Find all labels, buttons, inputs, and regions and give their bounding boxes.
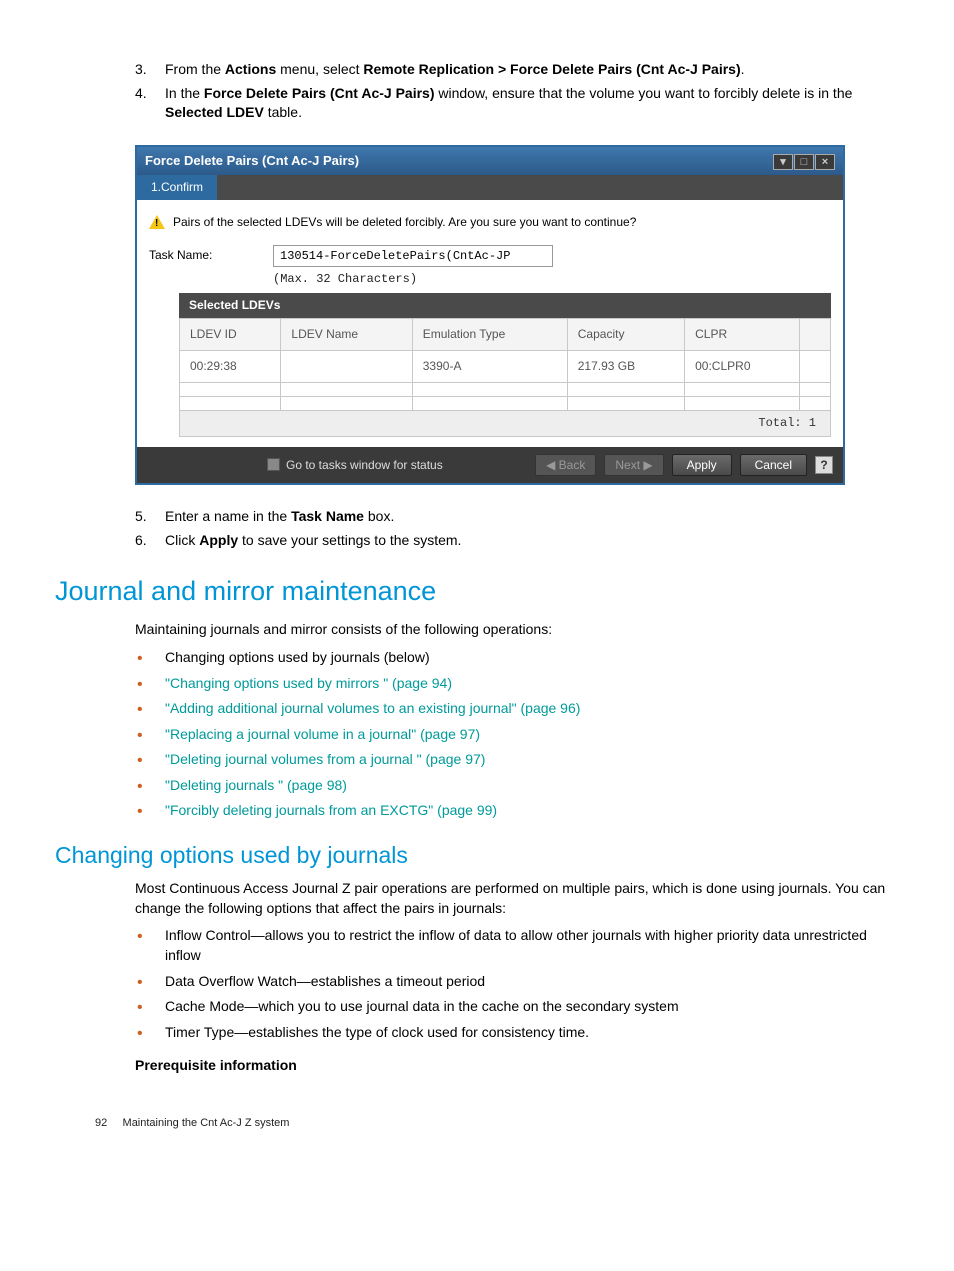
task-name-label: Task Name: (149, 245, 249, 264)
list-item: Changing options used by journals (below… (165, 648, 894, 668)
list-item[interactable]: "Adding additional journal volumes to an… (165, 699, 894, 719)
close-icon[interactable]: × (815, 154, 835, 170)
force-delete-dialog: Force Delete Pairs (Cnt Ac-J Pairs) ▾□× … (135, 145, 845, 486)
table-header: CLPR (685, 319, 799, 351)
table-header: Capacity (567, 319, 684, 351)
window-controls[interactable]: ▾□× (772, 152, 835, 170)
list-item: Cache Mode—which you to use journal data… (165, 997, 894, 1017)
selected-ldevs-header: Selected LDEVs (179, 293, 831, 318)
bullet-list-1: Changing options used by journals (below… (95, 648, 894, 821)
list-item[interactable]: "Changing options used by mirrors " (pag… (165, 674, 894, 694)
table-row-empty (180, 382, 831, 396)
next-button[interactable]: Next ▶ (604, 454, 663, 477)
list-item: Data Overflow Watch—establishes a timeou… (165, 972, 894, 992)
footer-title: Maintaining the Cnt Ac-J Z system (123, 1117, 290, 1129)
table-header (799, 319, 831, 351)
list-item: Inflow Control—allows you to restrict th… (165, 926, 894, 965)
ldev-total: Total: 1 (179, 411, 831, 437)
heading-changing-options: Changing options used by journals (55, 839, 894, 871)
goto-tasks-checkbox[interactable] (267, 458, 280, 471)
task-name-input[interactable] (273, 245, 553, 267)
help-icon[interactable]: ? (815, 456, 833, 474)
step-item: 6.Click Apply to save your settings to t… (135, 531, 894, 551)
steps-bottom: 5.Enter a name in the Task Name box. 6.Cl… (95, 507, 894, 550)
list-item[interactable]: "Replacing a journal volume in a journal… (165, 725, 894, 745)
table-row[interactable]: 00:29:383390-A217.93 GB00:CLPR0 (180, 350, 831, 382)
table-header: Emulation Type (412, 319, 567, 351)
table-header: LDEV ID (180, 319, 281, 351)
selected-ldevs-table: LDEV IDLDEV NameEmulation TypeCapacityCL… (179, 318, 831, 411)
goto-tasks-label: Go to tasks window for status (286, 457, 443, 474)
prerequisite-heading: Prerequisite information (135, 1056, 894, 1076)
dialog-tabs: 1.Confirm (137, 175, 843, 200)
dialog-titlebar: Force Delete Pairs (Cnt Ac-J Pairs) ▾□× (137, 147, 843, 175)
filter-icon[interactable]: ▾ (773, 154, 793, 170)
list-item[interactable]: "Deleting journals " (page 98) (165, 776, 894, 796)
tab-confirm[interactable]: 1.Confirm (137, 175, 217, 200)
bullet-list-2: Inflow Control—allows you to restrict th… (95, 926, 894, 1042)
dialog-footer: Go to tasks window for status ◀ Back Nex… (137, 447, 843, 484)
paragraph-intro1: Maintaining journals and mirror consists… (135, 620, 894, 640)
warning-row: Pairs of the selected LDEVs will be dele… (149, 214, 831, 231)
apply-button[interactable]: Apply (672, 454, 732, 477)
step-item: 3.From the Actions menu, select Remote R… (135, 60, 894, 80)
paragraph-intro2: Most Continuous Access Journal Z pair op… (135, 879, 894, 918)
list-item[interactable]: "Forcibly deleting journals from an EXCT… (165, 801, 894, 821)
dialog-title: Force Delete Pairs (Cnt Ac-J Pairs) (145, 152, 359, 170)
page-footer: 92 Maintaining the Cnt Ac-J Z system (95, 1116, 894, 1131)
table-header: LDEV Name (281, 319, 412, 351)
back-button[interactable]: ◀ Back (535, 454, 596, 477)
task-name-hint: (Max. 32 Characters) (273, 271, 553, 288)
list-item: Timer Type—establishes the type of clock… (165, 1023, 894, 1043)
steps-top: 3.From the Actions menu, select Remote R… (95, 60, 894, 123)
heading-journal-mirror: Journal and mirror maintenance (55, 573, 894, 611)
table-row-empty (180, 396, 831, 410)
step-item: 4.In the Force Delete Pairs (Cnt Ac-J Pa… (135, 84, 894, 123)
maximize-icon[interactable]: □ (794, 154, 814, 170)
warning-icon (149, 215, 165, 229)
page-number: 92 (95, 1117, 107, 1129)
step-item: 5.Enter a name in the Task Name box. (135, 507, 894, 527)
warning-text: Pairs of the selected LDEVs will be dele… (173, 214, 636, 231)
cancel-button[interactable]: Cancel (740, 454, 807, 477)
list-item[interactable]: "Deleting journal volumes from a journal… (165, 750, 894, 770)
